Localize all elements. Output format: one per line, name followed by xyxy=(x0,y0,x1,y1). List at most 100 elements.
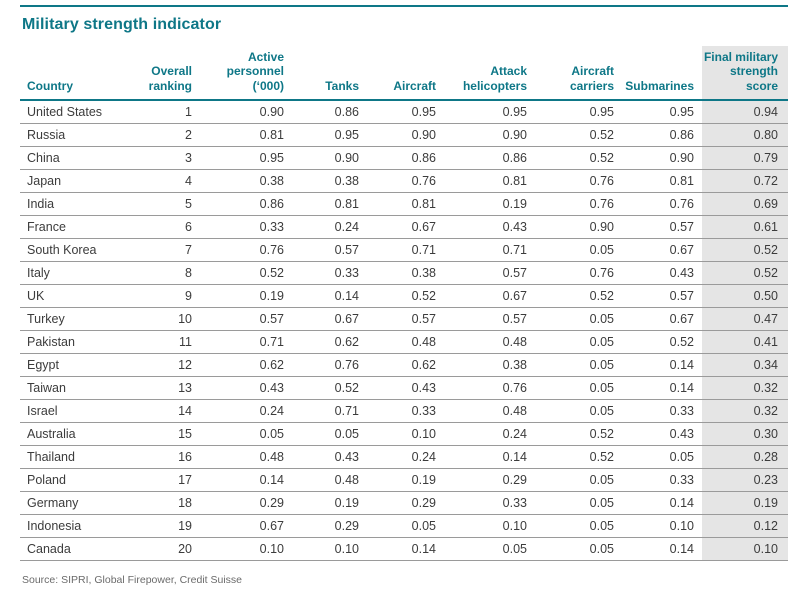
value-cell-overall-ranking: 19 xyxy=(138,514,200,538)
table-row-turkey: Turkey 10 0.57 0.67 0.57 0.57 0.05 0.67 0.47 xyxy=(20,307,788,331)
value-cell-tanks: 0.24 xyxy=(292,215,367,239)
value-cell-attack-helicopters: 0.29 xyxy=(444,468,535,492)
value-cell-active-personnel-000: 0.14 xyxy=(200,468,292,492)
value-cell-aircraft-carriers: 0.52 xyxy=(535,146,622,170)
value-cell-final-military-strength-score: 0.94 xyxy=(702,100,788,124)
value-cell-final-military-strength-score: 0.30 xyxy=(702,422,788,446)
value-cell-overall-ranking: 6 xyxy=(138,215,200,239)
table-row-south-korea: South Korea 7 0.76 0.57 0.71 0.71 0.05 0.67 0.52 xyxy=(20,238,788,262)
value-cell-overall-ranking: 17 xyxy=(138,468,200,492)
value-cell-submarines: 0.95 xyxy=(622,100,702,124)
country-cell: UK xyxy=(20,284,138,308)
value-cell-aircraft: 0.14 xyxy=(367,537,444,561)
table-row-israel: Israel 14 0.24 0.71 0.33 0.48 0.05 0.33 0.32 xyxy=(20,399,788,423)
value-cell-attack-helicopters: 0.10 xyxy=(444,514,535,538)
table-row-canada: Canada 20 0.10 0.10 0.14 0.05 0.05 0.14 0.10 xyxy=(20,537,788,561)
value-cell-attack-helicopters: 0.76 xyxy=(444,376,535,400)
value-cell-aircraft: 0.19 xyxy=(367,468,444,492)
value-cell-aircraft-carriers: 0.05 xyxy=(535,376,622,400)
country-cell: Israel xyxy=(20,399,138,423)
page-title: Military strength indicator xyxy=(22,16,222,33)
country-cell: Poland xyxy=(20,468,138,492)
value-cell-submarines: 0.14 xyxy=(622,353,702,377)
value-cell-aircraft-carriers: 0.05 xyxy=(535,353,622,377)
value-cell-final-military-strength-score: 0.52 xyxy=(702,238,788,262)
value-cell-tanks: 0.43 xyxy=(292,445,367,469)
value-cell-aircraft: 0.05 xyxy=(367,514,444,538)
value-cell-final-military-strength-score: 0.32 xyxy=(702,376,788,400)
value-cell-submarines: 0.67 xyxy=(622,307,702,331)
value-cell-attack-helicopters: 0.48 xyxy=(444,399,535,423)
value-cell-aircraft: 0.90 xyxy=(367,123,444,147)
column-header-active-personnel-000: Active personnel (‘000) xyxy=(200,46,292,102)
value-cell-overall-ranking: 12 xyxy=(138,353,200,377)
value-cell-tanks: 0.57 xyxy=(292,238,367,262)
country-cell: Italy xyxy=(20,261,138,285)
country-cell: Pakistan xyxy=(20,330,138,354)
value-cell-attack-helicopters: 0.57 xyxy=(444,307,535,331)
value-cell-tanks: 0.29 xyxy=(292,514,367,538)
table-row-india: India 5 0.86 0.81 0.81 0.19 0.76 0.76 0.69 xyxy=(20,192,788,216)
country-cell: Taiwan xyxy=(20,376,138,400)
country-cell: India xyxy=(20,192,138,216)
value-cell-submarines: 0.10 xyxy=(622,514,702,538)
value-cell-aircraft-carriers: 0.05 xyxy=(535,307,622,331)
country-cell: Egypt xyxy=(20,353,138,377)
value-cell-overall-ranking: 4 xyxy=(138,169,200,193)
country-cell: Japan xyxy=(20,169,138,193)
value-cell-aircraft-carriers: 0.52 xyxy=(535,422,622,446)
value-cell-overall-ranking: 7 xyxy=(138,238,200,262)
value-cell-tanks: 0.52 xyxy=(292,376,367,400)
value-cell-aircraft: 0.95 xyxy=(367,100,444,124)
value-cell-aircraft-carriers: 0.05 xyxy=(535,399,622,423)
value-cell-overall-ranking: 2 xyxy=(138,123,200,147)
value-cell-final-military-strength-score: 0.32 xyxy=(702,399,788,423)
value-cell-submarines: 0.52 xyxy=(622,330,702,354)
value-cell-aircraft-carriers: 0.90 xyxy=(535,215,622,239)
value-cell-overall-ranking: 14 xyxy=(138,399,200,423)
table-row-indonesia: Indonesia 19 0.67 0.29 0.05 0.10 0.05 0.10 0.12 xyxy=(20,514,788,538)
value-cell-aircraft-carriers: 0.95 xyxy=(535,100,622,124)
country-cell: Australia xyxy=(20,422,138,446)
country-cell: Turkey xyxy=(20,307,138,331)
value-cell-active-personnel-000: 0.62 xyxy=(200,353,292,377)
column-header-submarines: Submarines xyxy=(622,46,702,102)
value-cell-final-military-strength-score: 0.34 xyxy=(702,353,788,377)
value-cell-submarines: 0.05 xyxy=(622,445,702,469)
country-cell: United States xyxy=(20,100,138,124)
value-cell-aircraft-carriers: 0.05 xyxy=(535,468,622,492)
value-cell-final-military-strength-score: 0.61 xyxy=(702,215,788,239)
value-cell-final-military-strength-score: 0.23 xyxy=(702,468,788,492)
value-cell-attack-helicopters: 0.71 xyxy=(444,238,535,262)
value-cell-final-military-strength-score: 0.79 xyxy=(702,146,788,170)
value-cell-aircraft-carriers: 0.05 xyxy=(535,491,622,515)
value-cell-aircraft-carriers: 0.52 xyxy=(535,123,622,147)
value-cell-overall-ranking: 20 xyxy=(138,537,200,561)
value-cell-final-military-strength-score: 0.50 xyxy=(702,284,788,308)
column-header-aircraft: Aircraft xyxy=(367,46,444,102)
value-cell-submarines: 0.67 xyxy=(622,238,702,262)
value-cell-aircraft: 0.29 xyxy=(367,491,444,515)
table-row-taiwan: Taiwan 13 0.43 0.52 0.43 0.76 0.05 0.14 0.32 xyxy=(20,376,788,400)
value-cell-active-personnel-000: 0.43 xyxy=(200,376,292,400)
value-cell-final-military-strength-score: 0.10 xyxy=(702,537,788,561)
value-cell-final-military-strength-score: 0.80 xyxy=(702,123,788,147)
table-row-italy: Italy 8 0.52 0.33 0.38 0.57 0.76 0.43 0.52 xyxy=(20,261,788,285)
value-cell-active-personnel-000: 0.38 xyxy=(200,169,292,193)
country-cell: Russia xyxy=(20,123,138,147)
column-header-tanks: Tanks xyxy=(292,46,367,102)
value-cell-tanks: 0.81 xyxy=(292,192,367,216)
table-row-france: France 6 0.33 0.24 0.67 0.43 0.90 0.57 0.61 xyxy=(20,215,788,239)
value-cell-submarines: 0.81 xyxy=(622,169,702,193)
table-row-thailand: Thailand 16 0.48 0.43 0.24 0.14 0.52 0.05 0.28 xyxy=(20,445,788,469)
value-cell-attack-helicopters: 0.48 xyxy=(444,330,535,354)
value-cell-tanks: 0.05 xyxy=(292,422,367,446)
value-cell-attack-helicopters: 0.95 xyxy=(444,100,535,124)
value-cell-final-military-strength-score: 0.69 xyxy=(702,192,788,216)
top-divider-rule xyxy=(20,5,788,7)
table-row-germany: Germany 18 0.29 0.19 0.29 0.33 0.05 0.14 0.19 xyxy=(20,491,788,515)
header-row: Country Overall ranking Active personnel (… xyxy=(20,46,788,102)
value-cell-attack-helicopters: 0.57 xyxy=(444,261,535,285)
value-cell-final-military-strength-score: 0.47 xyxy=(702,307,788,331)
value-cell-submarines: 0.43 xyxy=(622,422,702,446)
